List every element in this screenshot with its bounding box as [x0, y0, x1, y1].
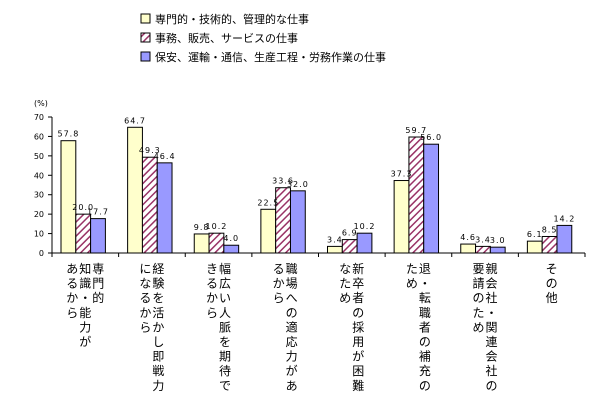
data-label: 4.0 — [223, 234, 239, 243]
bar-series-2-cat-6 — [489, 246, 506, 254]
data-label: 3.4 — [327, 235, 343, 244]
y-tick-label: 70 — [34, 113, 44, 122]
category-label-0-col-0: 専門的 — [92, 262, 104, 305]
data-label: 32.0 — [287, 180, 309, 189]
legend-label-2: 保安、運輸・通信、生産工程・労務作業の仕事 — [155, 50, 386, 64]
data-label: 20.0 — [72, 203, 94, 212]
bar-series-0-cat-0 — [60, 140, 77, 254]
data-label: 3.0 — [490, 236, 506, 245]
bars — [60, 126, 573, 254]
bar-series-0-cat-7 — [526, 240, 543, 254]
bar-series-0-cat-3 — [260, 208, 277, 254]
bar-series-0-cat-4 — [327, 245, 343, 254]
bar-series-2-cat-2 — [223, 244, 240, 254]
category-label-0-col-2: あるから — [66, 262, 78, 320]
legend: 専門的・技術的、管理的な仕事事務、販売、サービスの仕事保安、運輸・通信、生産工程… — [140, 12, 386, 64]
bar-series-1-cat-1 — [141, 156, 158, 254]
category-label-0-col-1: 知識・能力が — [79, 262, 91, 349]
data-label: 8.5 — [542, 225, 558, 234]
bar-series-2-cat-3 — [289, 190, 306, 254]
data-label: 4.6 — [460, 233, 476, 242]
y-tick-label: 40 — [34, 171, 44, 180]
category-label-2-col-0: 幅広い人脈を期待で — [219, 261, 231, 393]
bar-series-1-cat-0 — [75, 213, 92, 254]
bar-series-1-cat-2 — [208, 232, 225, 254]
y-tick-label: 50 — [34, 152, 44, 161]
bar-series-1-cat-6 — [475, 245, 491, 254]
y-tick-label: 10 — [34, 230, 44, 239]
bar-series-2-cat-4 — [356, 232, 373, 254]
data-label: 46.4 — [154, 152, 176, 161]
bar-series-1-cat-7 — [541, 235, 558, 254]
y-tick-label: 60 — [34, 132, 44, 141]
data-label: 59.7 — [405, 126, 427, 135]
data-label: 49.3 — [139, 146, 161, 155]
y-axis-unit-label: (%) — [34, 99, 48, 108]
category-label-5-col-1: ため — [406, 262, 418, 291]
bar-series-0-cat-2 — [193, 233, 210, 254]
category-label-6-col-1: 要請のため — [473, 262, 485, 334]
data-label: 57.8 — [57, 130, 79, 139]
category-label-3-col-1: るから — [273, 262, 285, 305]
data-label: 3.4 — [475, 235, 491, 244]
category-label-7-col-0: その他 — [546, 262, 558, 305]
data-label: 10.2 — [354, 222, 376, 231]
data-label: 17.7 — [87, 208, 109, 217]
bar-series-1-cat-4 — [341, 239, 358, 254]
legend-swatch-2 — [140, 51, 151, 62]
legend-swatch-0 — [140, 13, 151, 24]
y-tick-label: 30 — [34, 191, 44, 200]
data-label: 64.7 — [124, 116, 146, 125]
category-label-5-col-0: 退・転職者の補充の — [419, 262, 431, 393]
data-label: 10.2 — [206, 222, 228, 231]
category-label-4-col-1: なため — [339, 262, 351, 305]
data-label: 6.9 — [342, 229, 358, 238]
bar-series-2-cat-5 — [423, 143, 440, 254]
bar-series-2-cat-0 — [90, 218, 106, 254]
legend-label-0: 専門的・技術的、管理的な仕事 — [155, 12, 309, 26]
data-label: 14.2 — [553, 214, 575, 223]
y-tick-label: 20 — [34, 210, 44, 219]
data-label: 9.8 — [194, 223, 210, 232]
data-label: 37.3 — [391, 170, 413, 179]
data-label: 22.5 — [257, 198, 279, 207]
data-label: 33.6 — [272, 177, 294, 186]
legend-label-1: 事務、販売、サービスの仕事 — [155, 31, 298, 45]
legend-swatch-1 — [140, 32, 151, 43]
bar-series-0-cat-6 — [460, 243, 477, 254]
data-labels: 57.820.017.764.749.346.49.810.24.022.533… — [57, 116, 575, 245]
y-tick-label: 0 — [39, 249, 44, 258]
data-label: 6.1 — [527, 230, 543, 239]
bar-series-0-cat-5 — [393, 180, 410, 254]
category-label-3-col-0: 職場への適応力があ — [286, 262, 298, 393]
bar-series-2-cat-7 — [556, 224, 573, 254]
category-label-1-col-0: 経験を活かし即戦力 — [152, 262, 164, 393]
category-label-4-col-0: 新卒者の採用が困難 — [352, 261, 364, 393]
category-label-6-col-0: 親会社・関連会社の — [486, 262, 498, 393]
bar-series-1-cat-5 — [408, 136, 425, 254]
data-label: 56.0 — [420, 133, 442, 142]
bar-series-2-cat-1 — [156, 162, 173, 254]
category-label-1-col-1: になるから — [139, 262, 151, 334]
category-label-2-col-1: きるから — [206, 262, 218, 320]
